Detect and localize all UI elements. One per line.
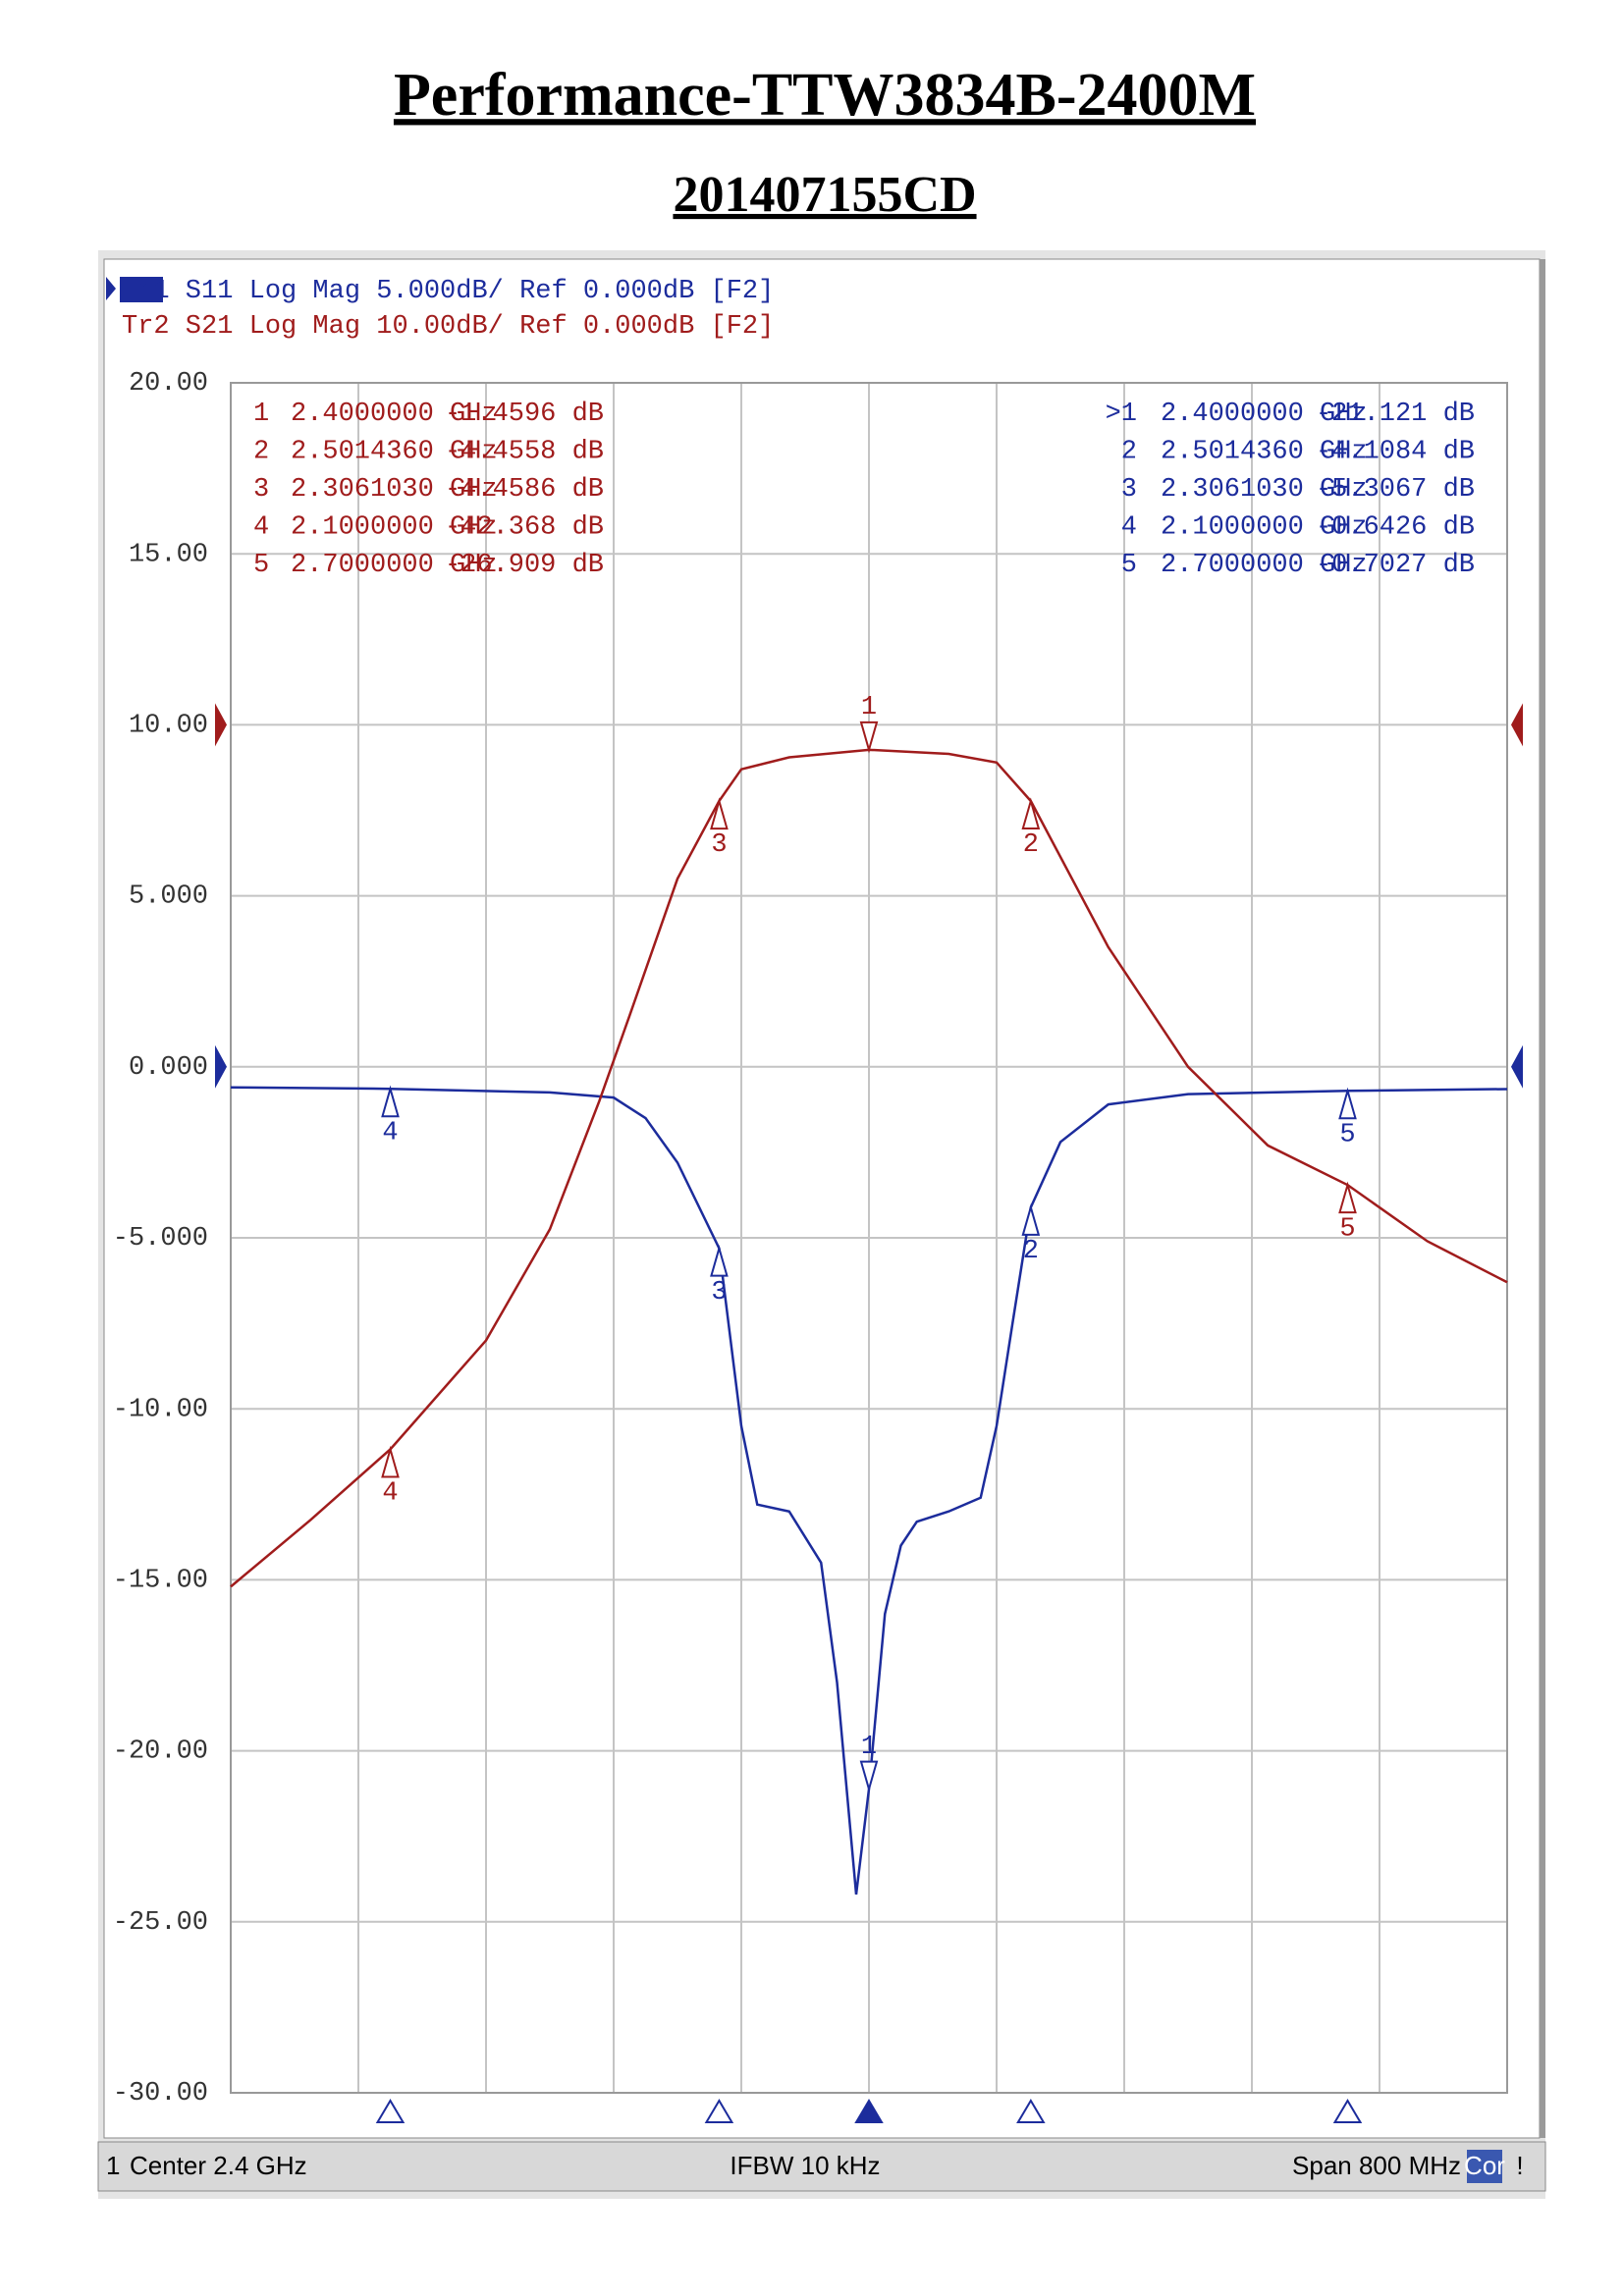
span: Span 800 MHz xyxy=(1292,2151,1461,2180)
scrollbar xyxy=(1540,259,1545,2138)
stimulus-marker xyxy=(1332,2099,1363,2123)
marker-label: 5 xyxy=(1339,1120,1355,1149)
stimulus-marker xyxy=(854,2099,884,2123)
readout-freq: 2.3061030 GHz xyxy=(1161,475,1368,505)
readout-value: -21.121 dB xyxy=(1316,400,1475,429)
readout-freq: 2.7000000 GHz xyxy=(1161,551,1368,580)
marker-label: 2 xyxy=(1023,830,1039,860)
readout-index: 3 xyxy=(253,475,269,505)
marker-label: 4 xyxy=(382,1118,398,1148)
readout-value: -42.368 dB xyxy=(445,513,604,543)
active-trace-box xyxy=(120,277,163,302)
marker xyxy=(710,1245,729,1277)
marker-label: 1 xyxy=(861,693,877,722)
cor: Cor xyxy=(1464,2151,1505,2180)
marker xyxy=(1021,1203,1041,1236)
trace-s21 xyxy=(230,748,1508,1588)
subtitle: 201407155CD xyxy=(673,167,976,223)
ref-indicator xyxy=(215,703,227,747)
y-tick-label: 0.000 xyxy=(129,1053,208,1083)
y-tick-label: -15.00 xyxy=(113,1567,208,1596)
readout-index: >1 xyxy=(1106,400,1137,429)
readout-freq: 2.4000000 GHz xyxy=(1161,400,1368,429)
readout-index: 4 xyxy=(1121,513,1137,543)
marker xyxy=(859,721,879,754)
readout-index: 1 xyxy=(253,400,269,429)
readout-index: 4 xyxy=(253,513,269,543)
stimulus-marker xyxy=(375,2099,406,2123)
readout-freq: 2.7000000 GHz xyxy=(291,551,498,580)
readout-value: -0.7027 dB xyxy=(1316,551,1475,580)
readout-index: 5 xyxy=(253,551,269,580)
readout-index: 5 xyxy=(1121,551,1137,580)
y-tick-label: 5.000 xyxy=(129,882,208,912)
center: Center 2.4 GHz xyxy=(130,2151,307,2180)
readout-value: -4.1084 dB xyxy=(1316,438,1475,467)
readout-value: -1.4596 dB xyxy=(445,400,604,429)
stimulus-marker xyxy=(704,2099,734,2123)
status-bar xyxy=(97,2141,1546,2192)
screen xyxy=(103,258,1541,2139)
y-tick-label: -20.00 xyxy=(113,1737,208,1767)
title: Performance-TTW3834B-2400M xyxy=(394,62,1256,129)
ifbw: IFBW 10 kHz xyxy=(730,2151,880,2180)
y-tick-label: -30.00 xyxy=(113,2079,208,2109)
marker-label: 4 xyxy=(382,1479,398,1509)
marker-label: 2 xyxy=(1023,1237,1039,1266)
active-trace-arrow xyxy=(106,277,116,300)
readout-value: -5.3067 dB xyxy=(1316,475,1475,505)
stimulus-marker xyxy=(1016,2099,1046,2123)
plot-border xyxy=(230,382,1508,2094)
marker xyxy=(710,797,729,830)
readout-value: -4.4586 dB xyxy=(445,475,604,505)
readout-freq: 2.4000000 GHz xyxy=(291,400,498,429)
marker-label: 1 xyxy=(861,1733,877,1762)
marker-label: 3 xyxy=(711,830,727,860)
marker-label: 3 xyxy=(711,1278,727,1308)
readout-value: -4.4558 dB xyxy=(445,438,604,467)
flag: ! xyxy=(1516,2151,1523,2180)
ref-indicator xyxy=(1511,703,1523,747)
y-tick-label: -10.00 xyxy=(113,1395,208,1424)
y-tick-label: -25.00 xyxy=(113,1908,208,1938)
readout-index: 3 xyxy=(1121,475,1137,505)
readout-value: -0.6426 dB xyxy=(1316,513,1475,543)
ref-indicator xyxy=(1511,1044,1523,1089)
trace-1-header: Tr1 S11 Log Mag 5.000dB/ Ref 0.000dB [F2… xyxy=(122,277,774,306)
marker xyxy=(1021,797,1041,830)
readout-freq: 2.1000000 GHz xyxy=(1161,513,1368,543)
readout-freq: 2.5014360 GHz xyxy=(1161,438,1368,467)
y-tick-label: 15.00 xyxy=(129,540,208,569)
trace-2-header: Tr2 S21 Log Mag 10.00dB/ Ref 0.000dB [F2… xyxy=(122,312,774,342)
readout-freq: 2.3061030 GHz xyxy=(291,475,498,505)
cor-box xyxy=(1467,2150,1502,2183)
y-tick-label: 20.00 xyxy=(129,369,208,399)
readout-value: -26.909 dB xyxy=(445,551,604,580)
marker xyxy=(381,1085,400,1118)
channel: 1 xyxy=(106,2151,120,2180)
marker-label: 5 xyxy=(1339,1214,1355,1244)
readout-freq: 2.5014360 GHz xyxy=(291,438,498,467)
readout-index: 2 xyxy=(1121,438,1137,467)
y-tick-label: 10.00 xyxy=(129,712,208,741)
marker xyxy=(859,1760,879,1793)
ref-indicator xyxy=(215,1044,227,1089)
readout-freq: 2.1000000 GHz xyxy=(291,513,498,543)
marker xyxy=(381,1445,400,1478)
marker xyxy=(1338,1181,1357,1214)
marker xyxy=(1338,1087,1357,1120)
readout-index: 2 xyxy=(253,438,269,467)
y-tick-label: -5.000 xyxy=(113,1224,208,1254)
